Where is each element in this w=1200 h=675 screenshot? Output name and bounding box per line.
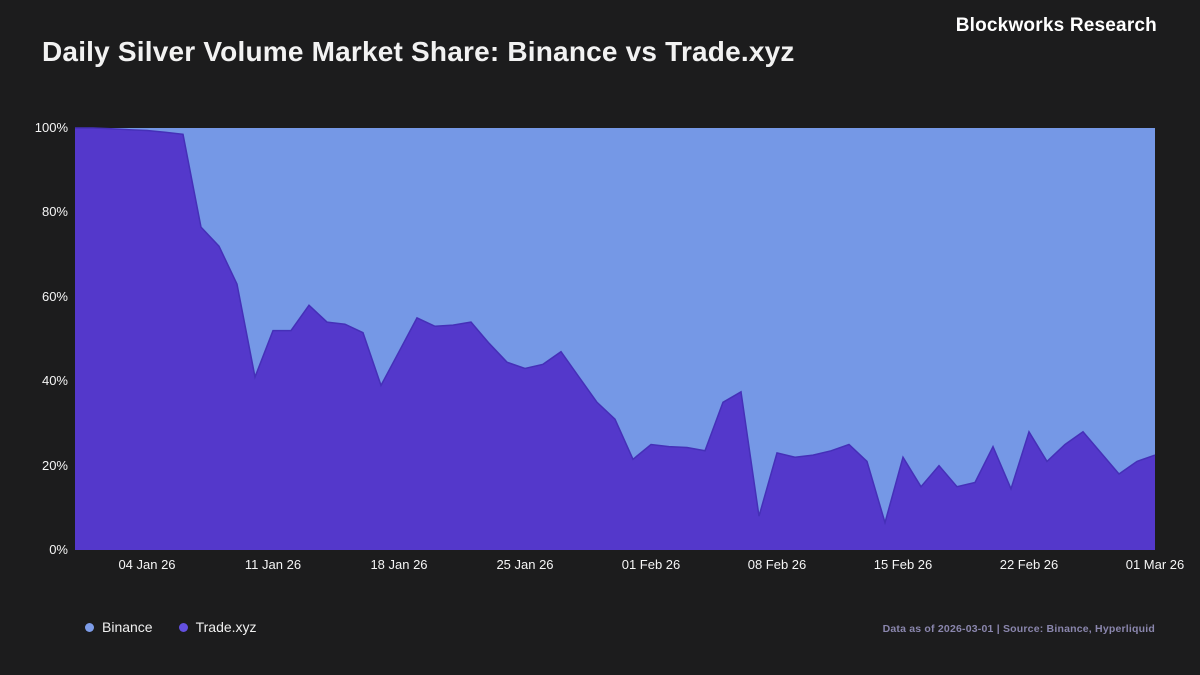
binance-legend-dot-icon bbox=[85, 622, 94, 632]
legend-label-tradexyz: Trade.xyz bbox=[195, 619, 257, 635]
tradexyz-area bbox=[75, 128, 1155, 550]
legend-item-binance: Binance bbox=[85, 619, 153, 635]
tradexyz-boundary-line bbox=[75, 127, 1156, 526]
x-tick-label: 25 Jan 26 bbox=[496, 557, 554, 572]
y-tick-label: 40% bbox=[41, 373, 68, 389]
source-note: Data as of 2026-03-01 | Source: Binance,… bbox=[882, 623, 1155, 635]
y-tick-label: 60% bbox=[41, 288, 68, 304]
x-tick-label: 01 Feb 26 bbox=[621, 557, 681, 572]
tradexyz-legend-dot-icon bbox=[178, 622, 188, 632]
y-tick-label: 0% bbox=[49, 542, 68, 557]
x-tick-label: 08 Feb 26 bbox=[747, 557, 807, 572]
chart-legend: Binance Trade.xyz bbox=[85, 619, 257, 635]
x-tick-label: 15 Feb 26 bbox=[873, 557, 933, 572]
x-tick-label: 22 Feb 26 bbox=[999, 557, 1059, 572]
y-tick-label: 100% bbox=[34, 120, 68, 135]
x-tick-label: 18 Jan 26 bbox=[370, 557, 428, 572]
legend-label-binance: Binance bbox=[102, 619, 153, 635]
x-tick-label: 11 Jan 26 bbox=[244, 557, 302, 572]
page-title: Daily Silver Volume Market Share: Binanc… bbox=[42, 36, 795, 67]
y-tick-label: 20% bbox=[41, 457, 68, 473]
brand-logo: Blockworks Research bbox=[955, 15, 1157, 36]
x-tick-label: 01 Mar 26 bbox=[1125, 557, 1185, 572]
legend-item-tradexyz: Trade.xyz bbox=[178, 619, 257, 635]
y-tick-label: 80% bbox=[41, 204, 68, 220]
x-tick-label: 04 Jan 26 bbox=[118, 557, 176, 572]
